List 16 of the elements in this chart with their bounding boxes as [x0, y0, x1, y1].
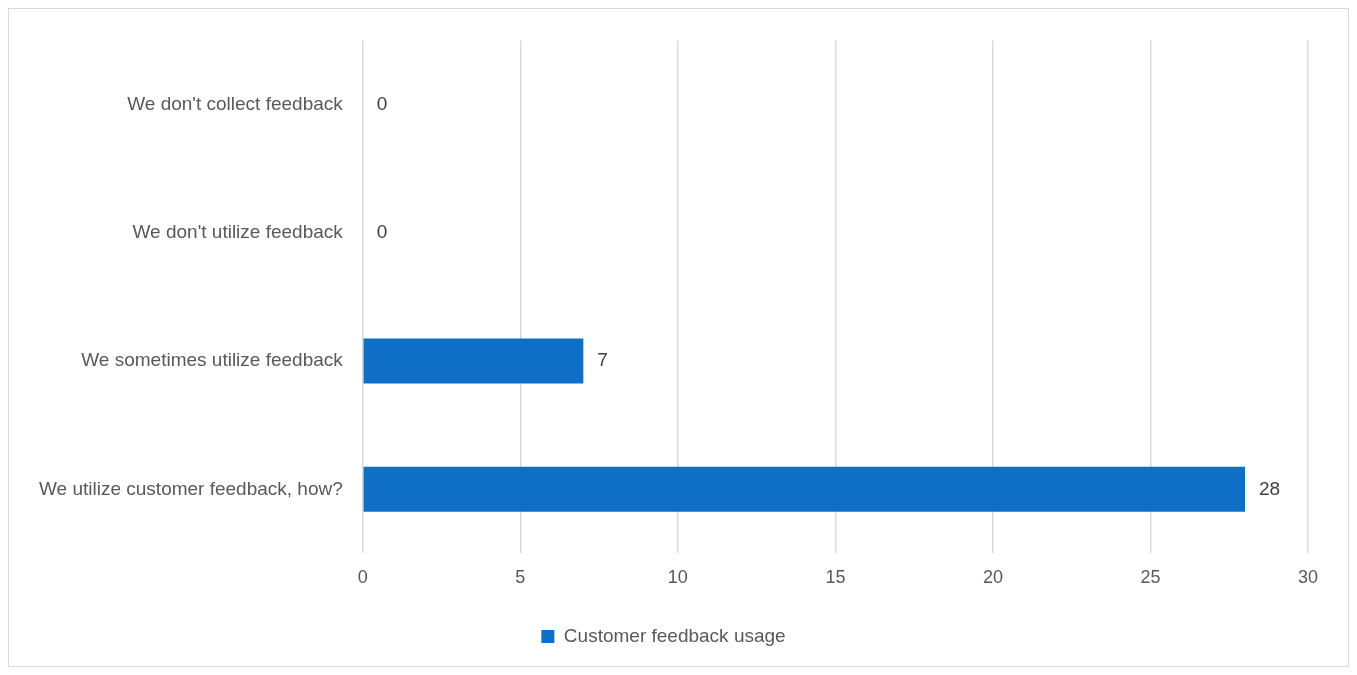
x-tick-label: 30 [1297, 567, 1319, 588]
data-label: 0 [376, 221, 388, 243]
y-tick-label: We don't utilize feedback [132, 221, 344, 243]
data-label: 7 [597, 349, 608, 371]
x-tick-label: 10 [667, 567, 688, 588]
data-label: 0 [376, 92, 388, 114]
data-label: 28 [1258, 477, 1281, 499]
y-tick-label: We utilize customer feedback, how? [39, 477, 343, 499]
x-tick-label: 5 [515, 567, 526, 588]
x-tick-label: 15 [825, 567, 846, 588]
y-tick-label: We sometimes utilize feedback [81, 349, 344, 371]
y-tick-label: We don't collect feedback [127, 92, 344, 114]
x-tick-label: 25 [1140, 567, 1161, 588]
x-tick-label: 0 [357, 567, 368, 588]
x-tick-label: 20 [982, 567, 1003, 588]
legend-label: Customer feedback usage [563, 624, 786, 646]
